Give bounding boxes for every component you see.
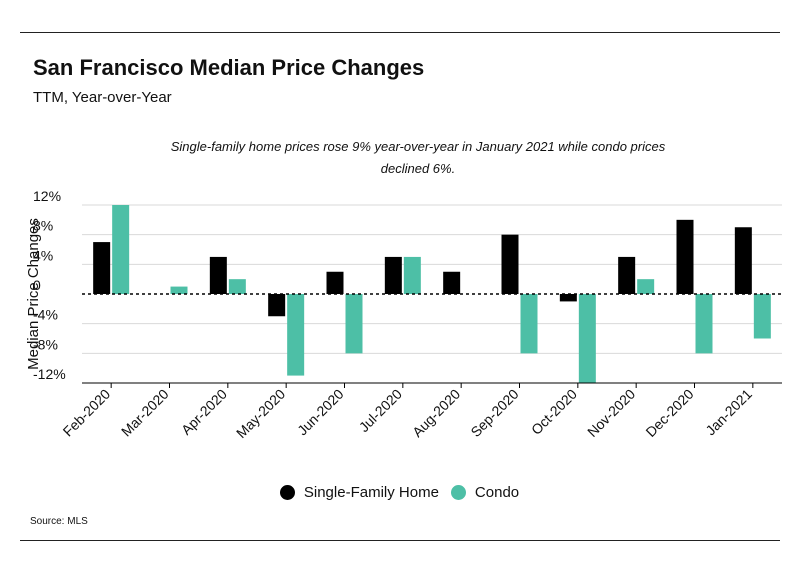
bar-single-family (559, 294, 577, 302)
x-tick-label: Mar-2020 (118, 386, 172, 440)
legend-swatch-condo (450, 485, 466, 500)
x-tick-label: Apr-2020 (178, 386, 230, 438)
legend: Single-Family Home Condo (0, 484, 799, 501)
bar-condo (345, 294, 363, 354)
x-tick-label: Sep-2020 (467, 386, 521, 440)
x-tick-label: May-2020 (233, 386, 288, 441)
x-tick-label: Aug-2020 (409, 386, 463, 440)
bar-single-family (501, 234, 519, 294)
bar-condo (520, 294, 538, 354)
source-note: Source: MLS (30, 516, 88, 527)
bar-single-family (676, 219, 694, 294)
x-tick-label: Dec-2020 (642, 386, 696, 440)
bar-condo (753, 294, 771, 339)
legend-item-condo: Condo (450, 484, 520, 501)
bar-chart: 12% 8% 4% 0 -4% -8% -12% Feb-2020 Mar-2020 Apr-20… (25, 188, 782, 441)
bar-condo (287, 294, 305, 376)
x-tick-label: Oct-2020 (528, 386, 580, 438)
x-tick-label: Feb-2020 (60, 386, 114, 440)
y-tick-label: 0 (33, 277, 41, 293)
bar-condo (112, 205, 130, 294)
bar-single-family (326, 271, 344, 294)
bar-single-family (734, 227, 752, 294)
bar-single-family (209, 256, 227, 294)
chart-subtitle: TTM, Year-over-Year (33, 89, 172, 106)
legend-label-single-family: Single-Family Home (303, 484, 439, 501)
y-tick-label: -12% (33, 366, 66, 382)
bar-condo (695, 294, 713, 354)
y-tick-label: 4% (33, 247, 53, 263)
legend-label-condo: Condo (474, 484, 520, 501)
bar-condo (637, 279, 655, 294)
legend-item-single-family: Single-Family Home (279, 484, 439, 501)
bar-single-family (384, 256, 402, 294)
bar-single-family (618, 256, 636, 294)
y-tick-label: 12% (33, 188, 61, 204)
chart-title: San Francisco Median Price Changes (33, 55, 425, 80)
bar-condo (578, 294, 596, 383)
bar-condo (228, 279, 246, 294)
bar-single-family (93, 242, 111, 294)
x-tick-label: Nov-2020 (584, 386, 638, 440)
legend-swatch-single-family (279, 485, 295, 500)
top-rule (20, 32, 780, 33)
bar-condo (170, 286, 188, 294)
bar-single-family (268, 294, 286, 317)
y-axis-title: Median Price Changes (25, 218, 42, 370)
y-tick-label: -4% (33, 307, 58, 323)
bottom-rule (20, 540, 780, 541)
x-tick-label: Jan-2021 (702, 386, 755, 439)
bar-condo (403, 256, 421, 294)
chart-annotation: Single-family home prices rose 9% year-o… (170, 139, 666, 176)
bar-single-family (443, 271, 461, 294)
x-tick-label: Jun-2020 (294, 386, 347, 439)
x-tick-label: Jul-2020 (356, 386, 405, 435)
y-tick-label: -8% (33, 336, 58, 352)
y-tick-label: 8% (33, 218, 53, 234)
